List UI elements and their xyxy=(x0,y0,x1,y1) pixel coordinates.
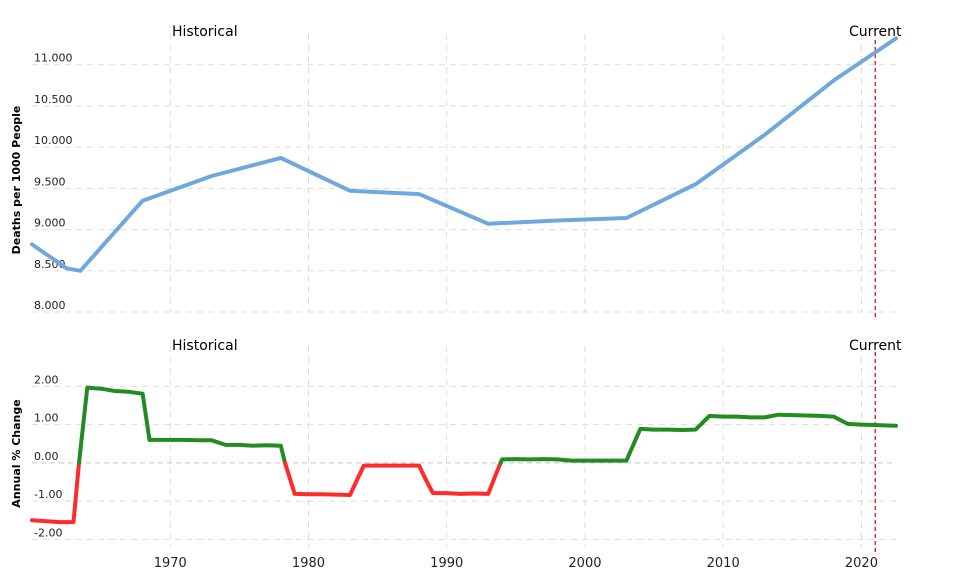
y-tick-label: -1.00 xyxy=(34,488,62,501)
y-tick-label: -2.00 xyxy=(34,526,62,539)
series-line-negative xyxy=(30,460,81,525)
y-tick-label: 10.000 xyxy=(34,134,73,147)
y-tick-label: 9.000 xyxy=(34,217,66,230)
series-line xyxy=(30,36,898,273)
series-line-positive xyxy=(498,412,898,465)
y-axis-title: Annual % Change xyxy=(10,399,23,507)
series-line-positive xyxy=(77,385,287,465)
series-line-negative xyxy=(283,460,503,497)
x-tick-label: 1990 xyxy=(430,556,463,571)
x-tick-label: 2010 xyxy=(707,556,740,571)
x-tick-label: 1970 xyxy=(154,556,187,571)
x-tick-label: 2000 xyxy=(568,556,601,571)
y-tick-label: 9.500 xyxy=(34,175,66,188)
y-tick-label: 2.00 xyxy=(34,373,59,386)
y-tick-label: 0.00 xyxy=(34,450,59,463)
y-tick-label: 1.00 xyxy=(34,412,59,425)
current-label: Current xyxy=(849,338,902,354)
historical-label: Historical xyxy=(172,338,238,354)
y-tick-label: 8.000 xyxy=(34,299,66,312)
y-tick-label: 10.500 xyxy=(34,93,73,106)
historical-label: Historical xyxy=(172,24,238,40)
y-axis-title: Deaths per 1000 People xyxy=(10,106,23,255)
y-tick-label: 11.000 xyxy=(34,52,73,65)
current-label: Current xyxy=(849,24,902,40)
x-tick-label: 1980 xyxy=(292,556,325,571)
x-tick-label: 2020 xyxy=(845,556,878,571)
